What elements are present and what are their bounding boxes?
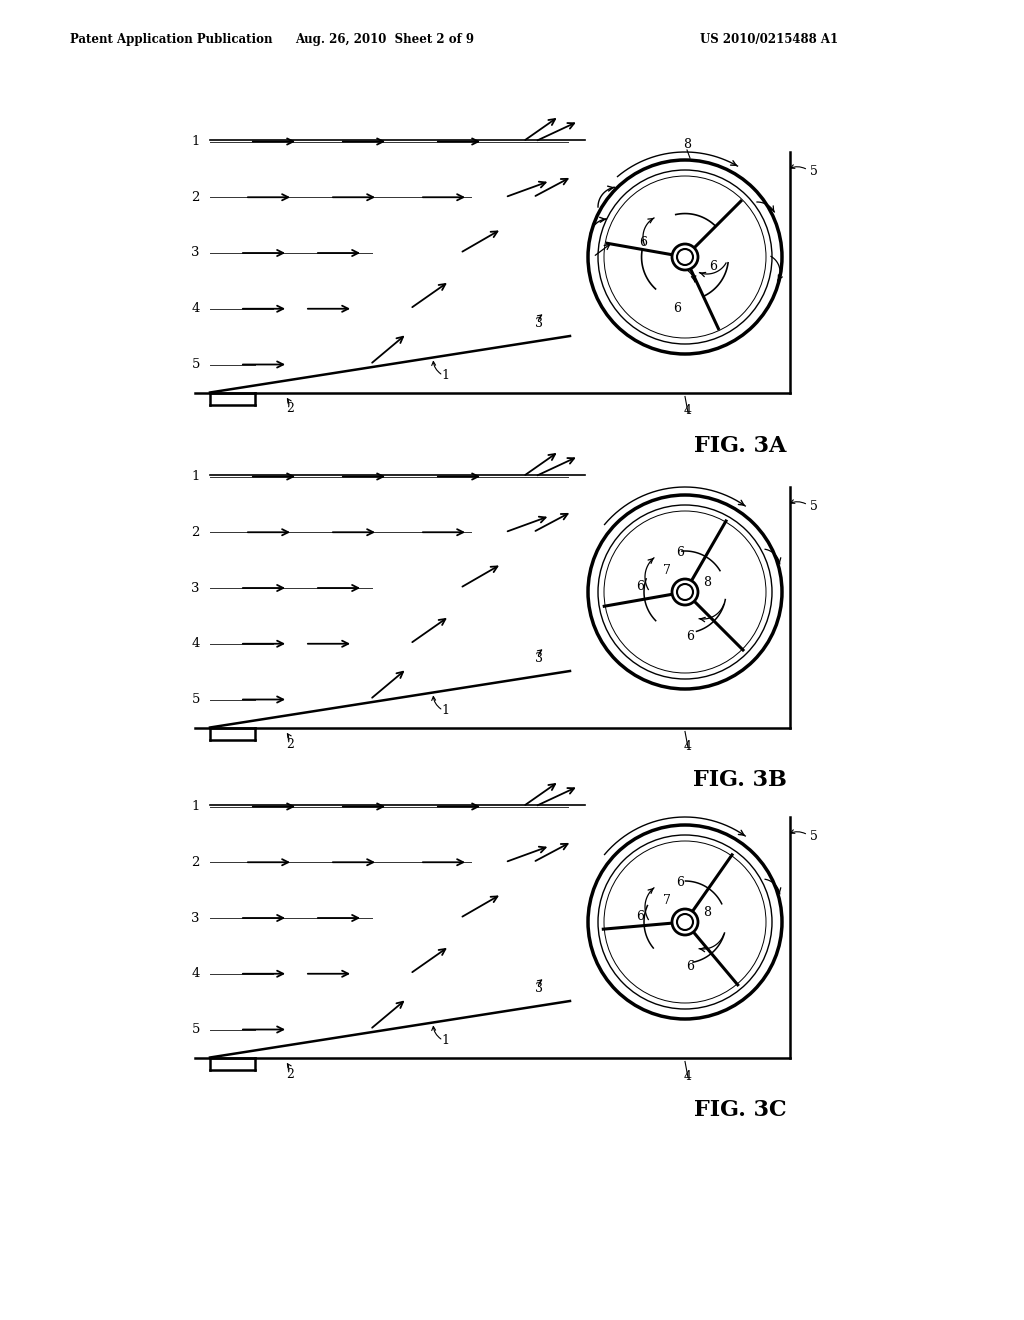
Circle shape xyxy=(672,244,698,271)
Text: 3: 3 xyxy=(535,982,543,995)
Text: 5: 5 xyxy=(191,358,200,371)
Text: 5: 5 xyxy=(810,830,818,843)
Text: 6: 6 xyxy=(676,545,684,558)
Circle shape xyxy=(677,583,693,601)
Text: 3: 3 xyxy=(535,317,543,330)
Text: 2: 2 xyxy=(191,525,200,539)
Text: 2: 2 xyxy=(191,191,200,203)
Text: FIG. 3A: FIG. 3A xyxy=(694,434,786,457)
Text: 1: 1 xyxy=(441,370,450,383)
Text: 2: 2 xyxy=(286,1068,294,1081)
Text: Patent Application Publication: Patent Application Publication xyxy=(70,33,272,46)
Text: 6: 6 xyxy=(709,260,717,273)
Text: 5: 5 xyxy=(810,165,818,178)
Text: 1: 1 xyxy=(441,705,450,718)
Text: 6: 6 xyxy=(636,911,644,924)
Text: US 2010/0215488 A1: US 2010/0215488 A1 xyxy=(700,33,838,46)
Text: 6: 6 xyxy=(673,302,681,315)
Circle shape xyxy=(672,909,698,935)
Circle shape xyxy=(672,579,698,605)
Text: 5: 5 xyxy=(191,1023,200,1036)
Circle shape xyxy=(677,249,693,265)
Text: 5: 5 xyxy=(191,693,200,706)
Text: 4: 4 xyxy=(684,739,692,752)
Text: 3: 3 xyxy=(191,582,200,594)
Text: 6: 6 xyxy=(636,581,644,594)
Text: 2: 2 xyxy=(286,403,294,416)
Text: 6: 6 xyxy=(686,961,694,974)
Text: 2: 2 xyxy=(286,738,294,751)
Text: 1: 1 xyxy=(191,470,200,483)
Text: 3: 3 xyxy=(191,247,200,260)
Text: 5: 5 xyxy=(810,500,818,513)
Text: 7: 7 xyxy=(664,564,671,577)
Text: 1: 1 xyxy=(191,800,200,813)
Text: 3: 3 xyxy=(191,912,200,924)
Text: 1: 1 xyxy=(441,1035,450,1048)
Text: 6: 6 xyxy=(686,631,694,644)
Circle shape xyxy=(677,913,693,931)
Text: 7: 7 xyxy=(664,894,671,907)
Text: 8: 8 xyxy=(703,906,711,919)
Text: 4: 4 xyxy=(684,404,692,417)
Text: FIG. 3B: FIG. 3B xyxy=(693,770,786,792)
Text: 4: 4 xyxy=(191,302,200,315)
Text: 6: 6 xyxy=(676,875,684,888)
Text: 4: 4 xyxy=(684,1069,692,1082)
Text: FIG. 3C: FIG. 3C xyxy=(693,1100,786,1122)
Text: 8: 8 xyxy=(683,139,691,150)
Text: 2: 2 xyxy=(191,855,200,869)
Text: 1: 1 xyxy=(191,135,200,148)
Text: 6: 6 xyxy=(639,235,647,248)
Text: 3: 3 xyxy=(535,652,543,665)
Text: 4: 4 xyxy=(191,968,200,981)
Text: 8: 8 xyxy=(703,576,711,589)
Text: 4: 4 xyxy=(191,638,200,651)
Text: Aug. 26, 2010  Sheet 2 of 9: Aug. 26, 2010 Sheet 2 of 9 xyxy=(296,33,474,46)
